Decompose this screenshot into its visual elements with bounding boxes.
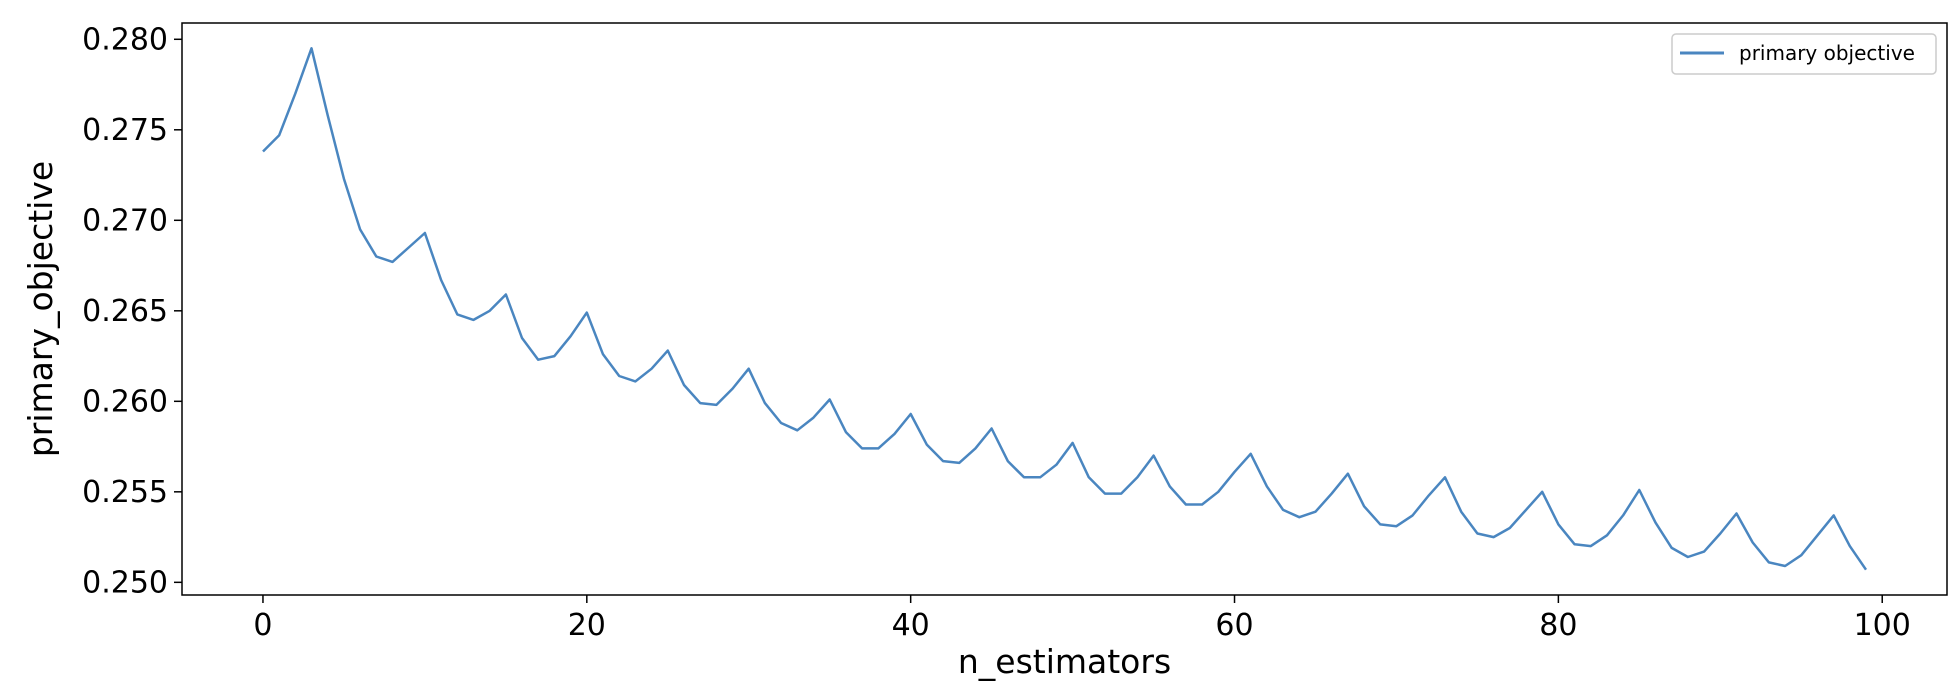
series-line-primary-objective [262, 47, 1868, 571]
y-tick-label: 0.255 [82, 475, 168, 510]
legend: primary objective [1671, 33, 1937, 75]
plot-frame [181, 22, 1948, 596]
legend-box [1671, 33, 1937, 75]
x-tick-label: 60 [1215, 608, 1253, 643]
y-tick-label: 0.265 [82, 294, 168, 329]
x-tick-label: 20 [568, 608, 606, 643]
y-tick-label: 0.270 [82, 203, 168, 238]
y-tick-label: 0.275 [82, 113, 168, 148]
x-tick-label: 40 [892, 608, 930, 643]
x-tick-label: 80 [1539, 608, 1577, 643]
x-tick-label: 0 [253, 608, 272, 643]
x-axis-label: n_estimators [958, 642, 1171, 681]
x-tick-label: 100 [1854, 608, 1911, 643]
y-tick-label: 0.250 [82, 565, 168, 600]
legend-label: primary objective [1739, 41, 1915, 65]
series-group [262, 47, 1868, 571]
x-axis: 0 20 40 60 80 100 [253, 595, 1911, 643]
y-tick-label: 0.260 [82, 384, 168, 419]
y-tick-label: 0.280 [82, 22, 168, 57]
y-axis-label: primary_objective [21, 161, 60, 457]
y-axis: 0.250 0.255 0.260 0.265 0.270 0.275 0.280 [82, 22, 182, 600]
